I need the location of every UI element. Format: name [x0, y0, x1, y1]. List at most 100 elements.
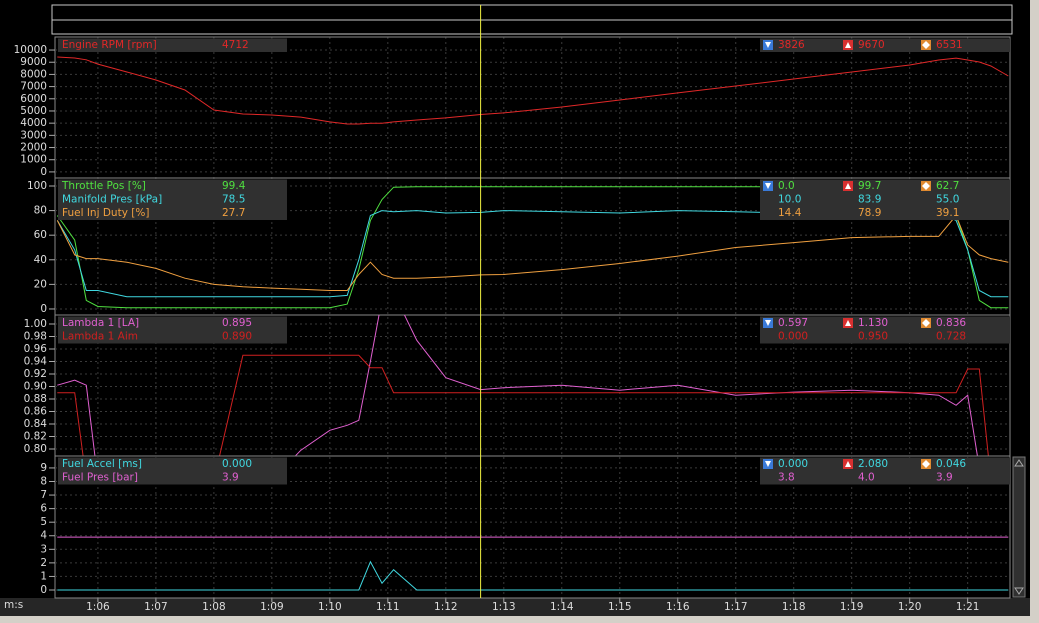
scrollbar[interactable] — [1012, 456, 1026, 598]
stat-max: 83.9 — [858, 194, 881, 206]
trace-line — [56, 214, 1009, 291]
y-tick-label: 3000 — [20, 129, 47, 141]
channel-name: Fuel Inj Duty [%] — [62, 207, 149, 219]
x-tick-label: 1:21 — [956, 601, 980, 613]
panel-frame — [54, 455, 1011, 599]
stat-icon-glyph — [845, 320, 851, 326]
stat-max: 99.7 — [858, 180, 881, 192]
traces — [57, 536, 1009, 591]
x-axis-label: m:s — [4, 599, 23, 611]
x-tick-label: 1:19 — [840, 601, 864, 613]
y-tick-label: 80 — [34, 205, 47, 217]
cursor-value: 27.7 — [222, 207, 245, 219]
stat-min: 10.0 — [778, 194, 801, 206]
stat-max: 2.080 — [858, 458, 888, 470]
traces — [57, 56, 1009, 125]
overview-strip — [51, 19, 1013, 35]
stat-icon-glyph — [922, 182, 930, 190]
readout-background — [760, 316, 1010, 330]
stat-min: 0.597 — [778, 317, 808, 329]
x-tick-label: 1:18 — [782, 601, 806, 613]
x-tick-label: 1:20 — [898, 601, 922, 613]
stat-max: 78.9 — [858, 207, 881, 219]
y-tick-label: 7 — [40, 489, 47, 501]
trace-line — [57, 315, 978, 456]
readout-background — [760, 457, 1010, 471]
cursor-value: 3.9 — [222, 472, 239, 484]
x-tick-label: 1:14 — [550, 601, 574, 613]
y-tick-label: 4 — [40, 530, 47, 542]
x-tick-label: 1:08 — [202, 601, 226, 613]
y-tick-label: 1.00 — [24, 318, 47, 330]
y-tick-label: 1000 — [20, 154, 47, 166]
cursor-value: 78.5 — [222, 194, 245, 206]
y-tick-label: 2000 — [20, 142, 47, 154]
y-tick-label: 0.92 — [24, 368, 47, 380]
readout-background — [58, 206, 287, 220]
y-tick-label: 5000 — [20, 105, 47, 117]
y-tick-label: 0.80 — [24, 443, 47, 455]
stat-avg: 62.7 — [936, 180, 959, 192]
readout-background — [760, 38, 1010, 52]
y-tick-label: 0.82 — [24, 431, 47, 443]
cursor-value: 0.000 — [222, 458, 252, 470]
readout-background — [760, 206, 1010, 220]
y-tick-label: 3 — [40, 543, 47, 555]
readout-background — [58, 38, 287, 52]
stat-max: 1.130 — [858, 317, 888, 329]
x-tick-label: 1:10 — [318, 601, 342, 613]
readout-background — [58, 471, 287, 485]
stat-icon-glyph — [845, 42, 851, 48]
stat-icon-glyph — [765, 183, 771, 189]
trace-line — [57, 354, 989, 456]
y-tick-label: 0.84 — [24, 418, 48, 430]
readout-background — [58, 330, 287, 344]
y-tick-label: 2 — [40, 557, 47, 569]
x-tick-label: 1:06 — [86, 601, 110, 613]
readout-background — [58, 193, 287, 207]
readout-background — [760, 193, 1010, 207]
y-tick-label: 9000 — [20, 56, 47, 68]
x-axis-bar — [0, 598, 1030, 616]
stat-min: 0.0 — [778, 180, 795, 192]
stat-min: 3826 — [778, 39, 805, 51]
stat-icon-glyph — [922, 319, 930, 327]
stat-min: 14.4 — [778, 207, 802, 219]
y-tick-label: 6000 — [20, 93, 47, 105]
stat-icon-glyph — [845, 183, 851, 189]
y-tick-label: 0.96 — [24, 343, 48, 355]
y-tick-label: 100 — [27, 180, 47, 192]
stat-avg: 0.836 — [936, 317, 966, 329]
readout-background — [760, 330, 1010, 344]
x-tick-label: 1:15 — [608, 601, 632, 613]
y-tick-label: 9 — [40, 462, 47, 474]
y-tick-label: 6 — [40, 503, 47, 515]
y-tick-label: 0.86 — [24, 406, 48, 418]
y-tick-label: 10000 — [14, 44, 47, 56]
x-tick-label: 1:11 — [376, 601, 400, 613]
y-tick-label: 0.88 — [24, 393, 47, 405]
stat-min: 0.000 — [778, 331, 808, 343]
stat-avg: 0.728 — [936, 331, 966, 343]
channel-name: Lambda 1 Aim — [62, 331, 138, 343]
y-tick-label: 20 — [34, 278, 47, 290]
stat-avg: 6531 — [936, 39, 963, 51]
readout-background — [760, 179, 1010, 193]
stat-icon-glyph — [845, 461, 851, 467]
readout-background — [58, 179, 287, 193]
x-tick-label: 1:12 — [434, 601, 458, 613]
y-tick-label: 8000 — [20, 68, 47, 80]
y-tick-label: 7000 — [20, 81, 47, 93]
y-tick-label: 0 — [40, 303, 47, 315]
stat-icon-glyph — [765, 42, 771, 48]
stat-max: 9670 — [858, 39, 885, 51]
stat-min: 3.8 — [778, 472, 795, 484]
trace-line — [57, 56, 1009, 125]
channel-name: Lambda 1 [LA] — [62, 317, 139, 329]
channel-name: Throttle Pos [%] — [61, 180, 146, 192]
y-tick-label: 1 — [40, 570, 47, 582]
stat-avg: 55.0 — [936, 194, 959, 206]
channel-name: Manifold Pres [kPa] — [62, 194, 162, 206]
